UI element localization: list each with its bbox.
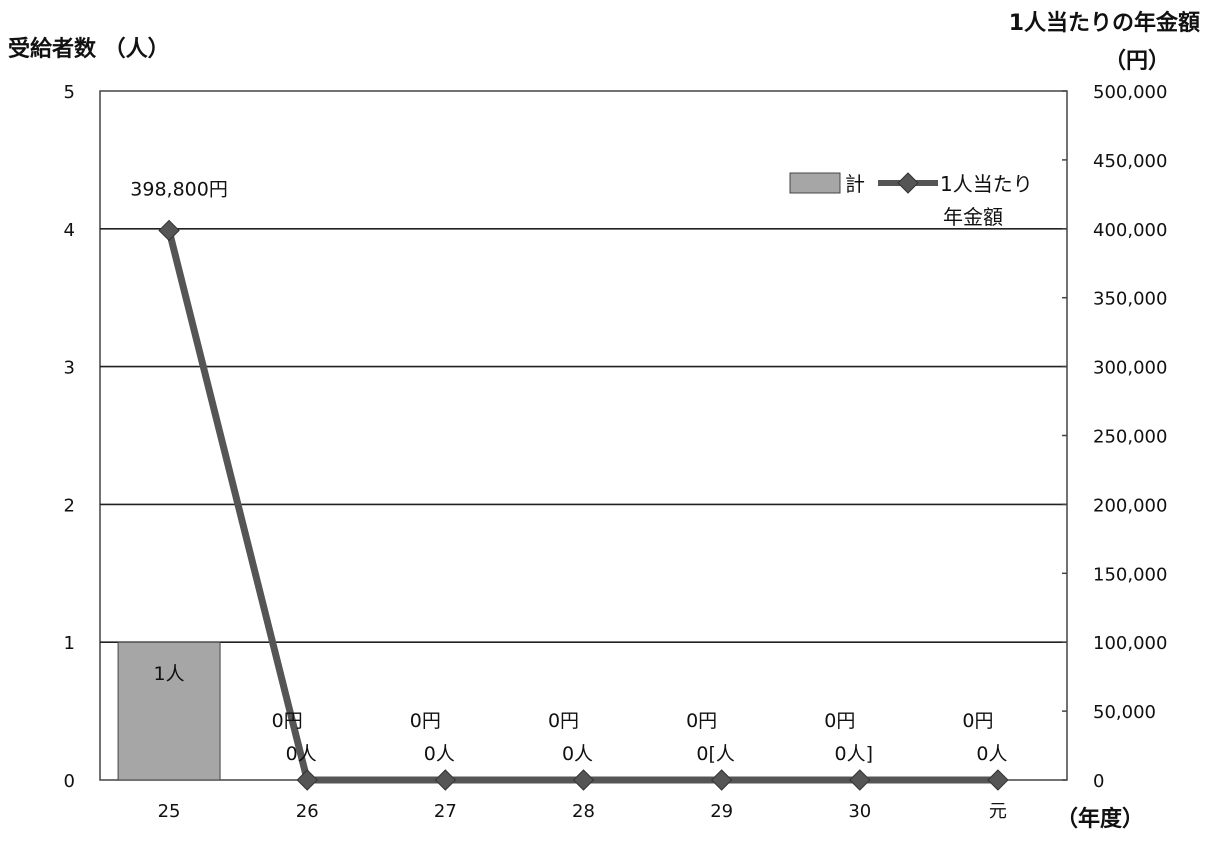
- data-labels: 398,800円 0円 0円 0円 0円 0円 0円 1人 0人 0人 0人 0[人 0人] 0人: [130, 178, 1007, 765]
- legend-label-line-1: 1人当たり: [940, 172, 1033, 196]
- bar: [117, 641, 221, 781]
- legend-swatch-marker: [897, 172, 919, 194]
- x-tick-label: 元: [989, 801, 1007, 822]
- y-left-tick-label: 1: [64, 633, 75, 654]
- x-tick-label: 30: [848, 801, 871, 822]
- line-series: [158, 219, 1009, 791]
- y-right-tick-label: 250,000: [1093, 427, 1167, 448]
- line-value-label: 398,800円: [130, 178, 228, 200]
- y-axis-right-title-line2: （円）: [1104, 49, 1170, 74]
- x-tick-label: 25: [158, 801, 181, 822]
- y-right-tick-label: 0: [1093, 771, 1104, 792]
- line-value-label: 0円: [686, 710, 717, 732]
- y-right-tick-label: 450,000: [1093, 151, 1167, 172]
- y-left-tick-label: 4: [64, 220, 75, 241]
- axis-ticks: 0 1 2 3 4 5 0 50,000 100,000 150,000 200,000 250,00…: [64, 82, 1168, 822]
- legend-swatch-bar: [789, 172, 841, 194]
- line-point: [572, 769, 595, 791]
- line-value-label: 0円: [824, 710, 855, 732]
- line-point: [158, 219, 180, 242]
- x-tick-label: 26: [296, 801, 319, 822]
- y-right-tick-label: 500,000: [1093, 82, 1167, 103]
- legend-label-bar: 計: [845, 172, 865, 196]
- x-tick-label: 29: [710, 801, 733, 822]
- y-right-tick-label: 100,000: [1093, 633, 1167, 654]
- bar-value-label: 0人: [286, 743, 317, 765]
- x-axis-title: （年度）: [1056, 806, 1144, 832]
- series-line: [165, 229, 998, 784]
- y-right-tick-label: 350,000: [1093, 289, 1167, 310]
- x-tick-label: 27: [434, 801, 457, 822]
- y-left-tick-label: 5: [64, 82, 75, 103]
- bar-value-label: 1人: [154, 663, 185, 685]
- y-right-tick-label: 400,000: [1093, 220, 1167, 241]
- bar-value-label: 0人: [424, 743, 455, 765]
- y-right-tick-label: 300,000: [1093, 358, 1167, 379]
- bar-value-label: 0人]: [835, 743, 874, 765]
- line-point: [849, 769, 871, 791]
- line-point: [434, 769, 457, 791]
- bar-value-label: 0人: [562, 743, 593, 765]
- line-value-label: 0円: [962, 710, 993, 732]
- bar-value-label: 0[人: [696, 743, 735, 765]
- line-value-label: 0円: [548, 710, 579, 732]
- bar-value-label: 0人: [976, 743, 1007, 765]
- y-axis-right-title-line1: 1人当たりの年金額: [1009, 10, 1200, 36]
- legend: 計 1人当たり 年金額: [789, 172, 1033, 229]
- line-value-label: 0円: [272, 710, 303, 732]
- y-right-tick-label: 200,000: [1093, 495, 1167, 516]
- bar-series: [117, 641, 221, 781]
- y-left-tick-label: 2: [64, 495, 75, 516]
- x-tick-label: 28: [572, 801, 595, 822]
- line-point: [987, 769, 1009, 791]
- line-value-label: 0円: [410, 710, 441, 732]
- legend-label-line-2: 年金額: [943, 205, 1003, 229]
- y-right-tick-label: 50,000: [1093, 702, 1156, 723]
- y-axis-left-title: 受給者数 （人）: [8, 36, 170, 62]
- plot-frame: [99, 90, 1068, 781]
- y-left-tick-label: 3: [64, 358, 75, 379]
- line-point: [296, 769, 318, 791]
- gridlines: [99, 90, 1068, 781]
- y-right-tick-label: 150,000: [1093, 564, 1167, 585]
- y-left-tick-label: 0: [64, 771, 75, 792]
- line-point: [710, 769, 733, 791]
